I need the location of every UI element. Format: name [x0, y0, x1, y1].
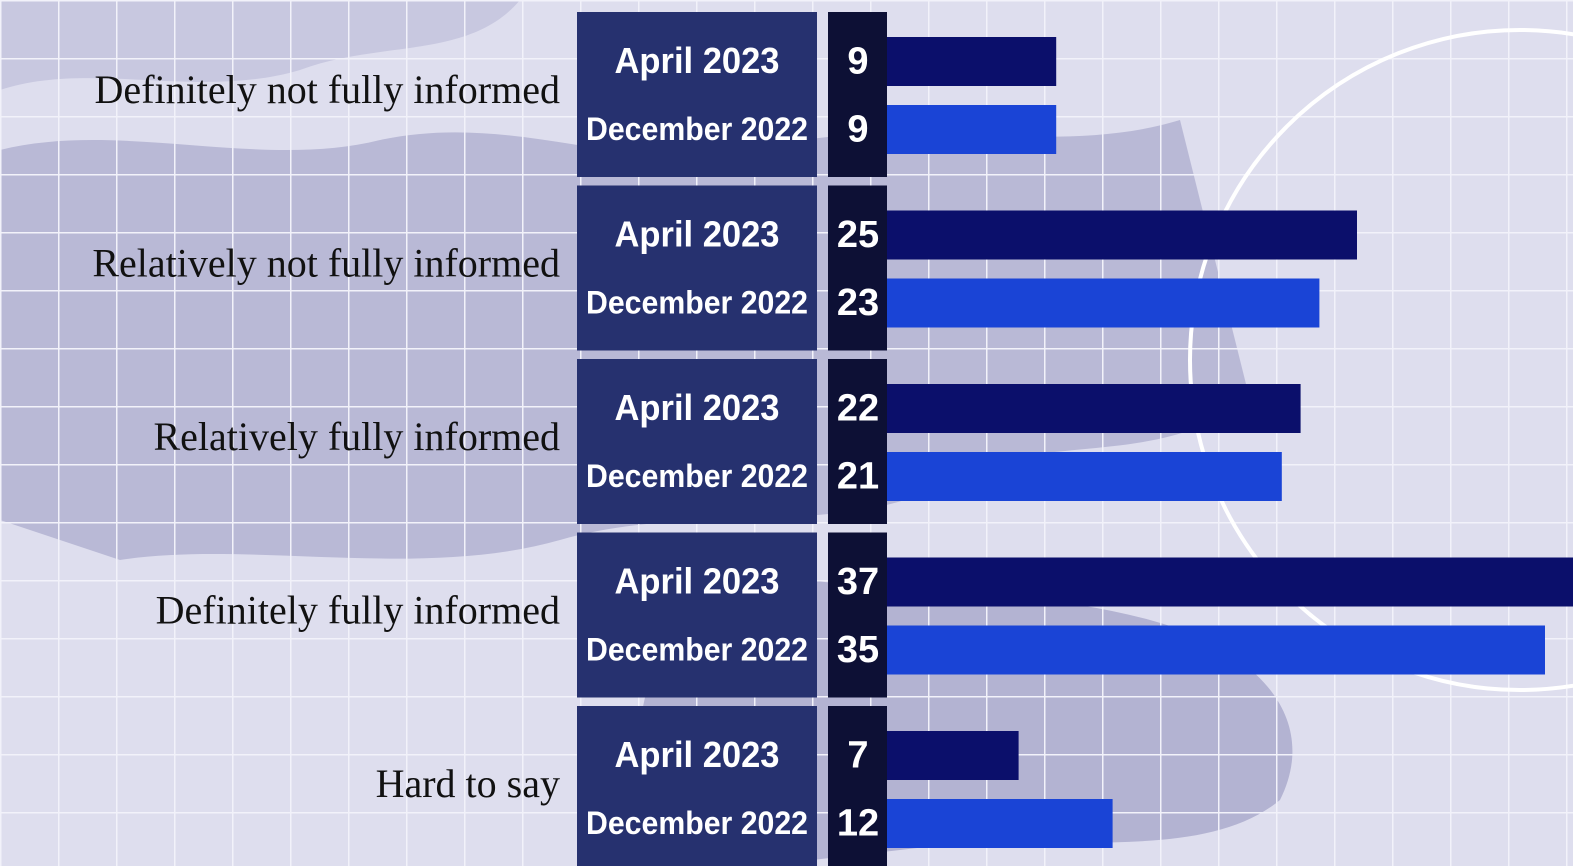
value-label: 9: [847, 109, 868, 151]
value-label: 23: [837, 282, 879, 324]
value-box: [828, 12, 887, 177]
category-label: Relatively fully informed: [153, 414, 560, 459]
value-box: [828, 359, 887, 524]
series-label: April 2023: [615, 40, 780, 81]
bar: [887, 557, 1573, 607]
value-box: [828, 185, 887, 351]
series-box: [577, 359, 817, 524]
series-box: [577, 12, 817, 177]
bar: [887, 210, 1357, 260]
series-label: April 2023: [615, 734, 780, 775]
value-label: 37: [837, 561, 879, 603]
value-label: 12: [837, 803, 879, 845]
bar: [887, 105, 1057, 154]
category-label: Definitely fully informed: [156, 588, 560, 633]
value-label: 35: [837, 629, 879, 671]
value-label: 22: [837, 388, 879, 430]
category-label: Hard to say: [376, 761, 560, 806]
series-label: December 2022: [586, 631, 808, 667]
category-label: Relatively not fully informed: [92, 241, 560, 286]
value-box: [828, 706, 887, 866]
bar: [887, 731, 1019, 780]
series-label: December 2022: [586, 458, 808, 494]
value-label: 21: [837, 456, 879, 498]
bar: [887, 625, 1545, 675]
series-label: April 2023: [615, 387, 780, 428]
category-label: Definitely not fully informed: [95, 67, 560, 112]
series-label: December 2022: [586, 111, 808, 147]
value-box: [828, 532, 887, 698]
value-label: 9: [847, 41, 868, 83]
bar: [887, 799, 1113, 848]
series-label: April 2023: [615, 214, 780, 255]
series-box: [577, 185, 817, 351]
bar: [887, 452, 1282, 501]
bar: [887, 37, 1057, 86]
series-label: December 2022: [586, 805, 808, 841]
bar: [887, 384, 1301, 433]
bar: [887, 278, 1320, 328]
series-label: April 2023: [615, 561, 780, 602]
value-label: 7: [847, 735, 868, 777]
series-label: December 2022: [586, 284, 808, 320]
series-box: [577, 532, 817, 698]
value-label: 25: [837, 214, 879, 256]
series-box: [577, 706, 817, 866]
